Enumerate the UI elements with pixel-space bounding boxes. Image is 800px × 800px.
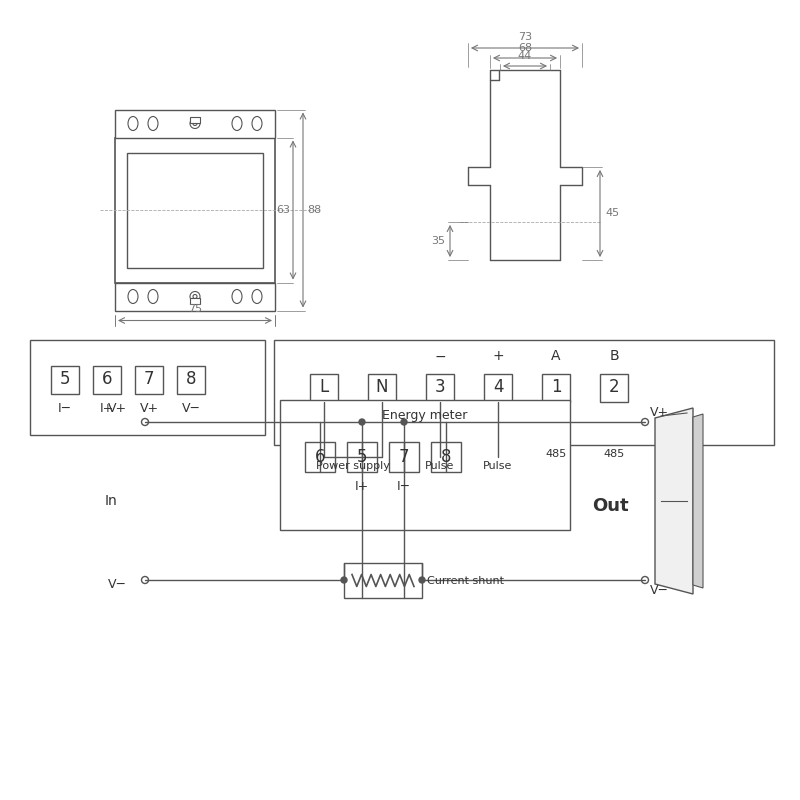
Bar	[51, 366, 79, 394]
Text: Energy meter: Energy meter	[382, 409, 468, 422]
Circle shape	[142, 577, 149, 583]
Text: In: In	[104, 494, 117, 508]
Text: Power supply: Power supply	[316, 461, 390, 471]
Polygon shape	[655, 408, 693, 594]
Text: −: −	[434, 350, 446, 363]
Text: 485: 485	[546, 449, 566, 459]
Circle shape	[642, 577, 649, 583]
Bar	[484, 374, 512, 402]
Text: 44: 44	[518, 51, 532, 61]
Bar	[600, 374, 628, 402]
Bar	[127, 153, 263, 267]
Text: V+: V+	[108, 402, 127, 414]
Text: 8: 8	[186, 370, 196, 389]
Circle shape	[193, 122, 197, 126]
Bar	[93, 366, 121, 394]
Text: V+: V+	[139, 402, 158, 415]
Text: B: B	[609, 350, 619, 363]
Circle shape	[419, 577, 425, 583]
Circle shape	[359, 419, 365, 425]
Bar	[30, 340, 265, 435]
Text: I−: I−	[397, 480, 411, 493]
Text: V+: V+	[650, 406, 669, 418]
Text: 4: 4	[493, 378, 503, 397]
Text: 2: 2	[609, 378, 619, 397]
Ellipse shape	[128, 117, 138, 130]
Bar	[274, 340, 774, 445]
Bar	[344, 563, 422, 598]
Bar	[347, 442, 377, 472]
Bar	[115, 138, 275, 282]
Bar	[115, 282, 275, 310]
Text: V−: V−	[108, 578, 127, 591]
Circle shape	[401, 419, 407, 425]
Bar	[305, 442, 335, 472]
Text: I+: I+	[100, 402, 114, 415]
Bar	[368, 374, 396, 402]
Text: L: L	[319, 378, 329, 397]
Text: 45: 45	[605, 209, 619, 218]
Text: 73: 73	[518, 32, 532, 42]
Bar	[190, 298, 200, 303]
Text: Pulse: Pulse	[426, 461, 454, 471]
Bar	[542, 374, 570, 402]
Circle shape	[193, 294, 197, 298]
Circle shape	[341, 577, 347, 583]
Bar	[135, 366, 163, 394]
Ellipse shape	[148, 117, 158, 130]
Bar	[280, 400, 570, 530]
Ellipse shape	[148, 290, 158, 303]
Text: 5: 5	[60, 370, 70, 389]
Polygon shape	[693, 414, 703, 588]
Ellipse shape	[232, 290, 242, 303]
Ellipse shape	[128, 290, 138, 303]
Text: Current shunt: Current shunt	[427, 575, 504, 586]
Text: 75: 75	[188, 303, 202, 314]
Text: A: A	[551, 350, 561, 363]
Bar	[310, 374, 338, 402]
Bar	[177, 366, 205, 394]
Text: Out: Out	[592, 497, 628, 515]
Bar	[431, 442, 461, 472]
Text: 7: 7	[398, 448, 410, 466]
Ellipse shape	[252, 117, 262, 130]
Bar	[115, 110, 275, 138]
Text: I−: I−	[58, 402, 72, 415]
Text: 63: 63	[276, 205, 290, 215]
Text: 68: 68	[518, 43, 532, 53]
Text: 35: 35	[431, 236, 445, 246]
Text: 88: 88	[307, 205, 322, 215]
Text: N: N	[376, 378, 388, 397]
Text: 6: 6	[314, 448, 326, 466]
Text: Pulse: Pulse	[483, 461, 513, 471]
Bar	[389, 442, 419, 472]
Circle shape	[190, 118, 200, 129]
Ellipse shape	[252, 290, 262, 303]
Circle shape	[142, 418, 149, 426]
Text: 1: 1	[550, 378, 562, 397]
Text: 7: 7	[144, 370, 154, 389]
Text: +: +	[492, 350, 504, 363]
Text: 6: 6	[102, 370, 112, 389]
Text: V−: V−	[650, 583, 669, 597]
Text: 8: 8	[441, 448, 451, 466]
Bar	[190, 117, 200, 122]
Text: 3: 3	[434, 378, 446, 397]
Circle shape	[190, 291, 200, 302]
Text: 485: 485	[603, 449, 625, 459]
Bar	[426, 374, 454, 402]
Circle shape	[642, 418, 649, 426]
Text: 5: 5	[357, 448, 367, 466]
Ellipse shape	[232, 117, 242, 130]
Text: V−: V−	[182, 402, 201, 415]
Text: I+: I+	[355, 480, 369, 493]
